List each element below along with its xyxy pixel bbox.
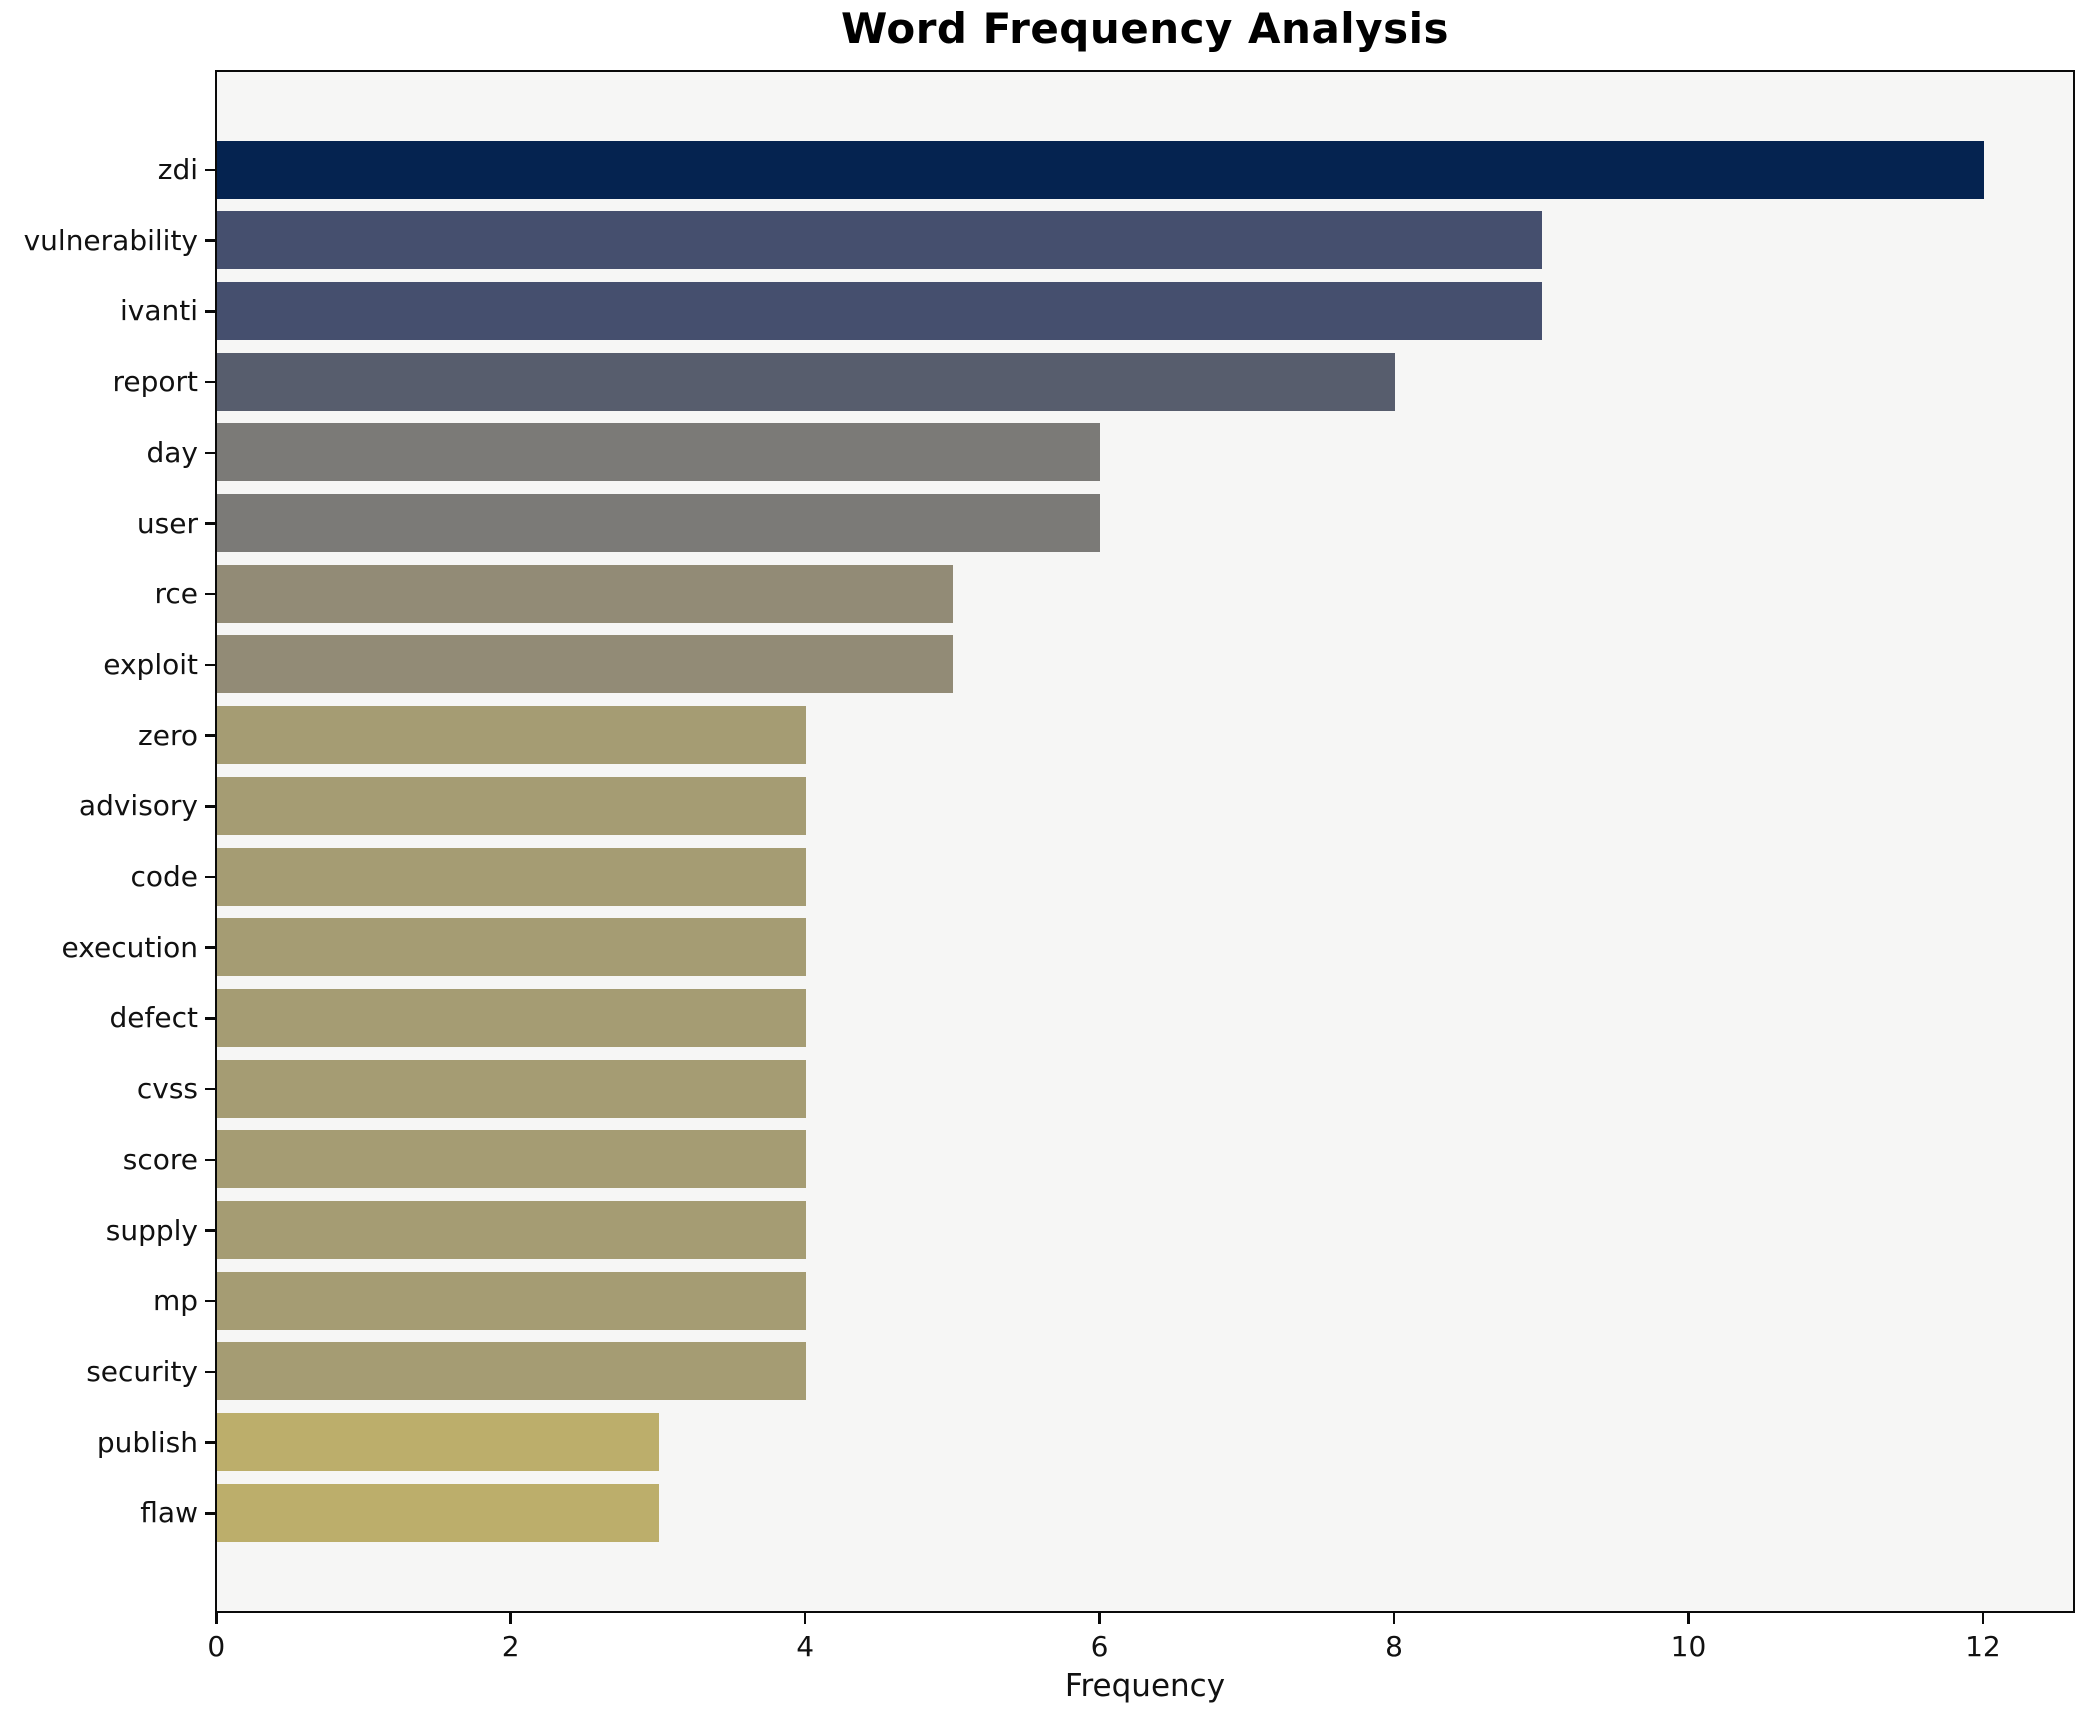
x-tick-label: 6 [1090, 1630, 1109, 1663]
y-tick-label: zdi [157, 153, 198, 186]
x-tick-label: 0 [207, 1630, 226, 1663]
bar-cvss [217, 1059, 806, 1118]
y-tick-label: zero [138, 718, 198, 752]
x-tick-mark [215, 1613, 218, 1624]
y-tick-mark [205, 1229, 215, 1232]
bar-flaw [217, 1483, 659, 1542]
y-tick-mark [205, 1512, 215, 1515]
chart-title: Word Frequency Analysis [841, 4, 1449, 53]
y-tick-label: vulnerability [23, 223, 198, 257]
y-tick-label: mp [152, 1284, 198, 1318]
bar-exploit [217, 635, 954, 694]
y-tick-label: score [122, 1142, 198, 1176]
x-tick-mark [1098, 1613, 1101, 1624]
y-tick-label: day [146, 435, 198, 469]
x-tick-label: 4 [796, 1630, 815, 1663]
bar-ivanti [217, 281, 1542, 340]
x-tick-label: 12 [1965, 1630, 2001, 1663]
bar-mp [217, 1271, 806, 1330]
y-tick-mark [205, 239, 215, 242]
y-tick-mark [205, 380, 215, 384]
y-tick-mark [205, 875, 215, 879]
bar-rce [217, 564, 954, 623]
y-tick-mark [205, 1017, 215, 1020]
x-tick-mark [803, 1613, 807, 1624]
y-tick-mark [205, 946, 215, 949]
y-tick-label: code [130, 860, 198, 893]
y-tick-label: supply [105, 1213, 198, 1247]
y-tick-label: publish [96, 1425, 198, 1459]
bar-defect [217, 988, 806, 1047]
y-tick-mark [205, 1158, 215, 1162]
y-tick-mark [205, 451, 215, 455]
y-tick-label: rce [154, 577, 198, 611]
bar-supply [217, 1201, 806, 1259]
x-tick-mark [509, 1613, 512, 1624]
y-tick-mark [205, 663, 215, 667]
x-tick-mark [1392, 1613, 1396, 1624]
plot-area [215, 70, 2075, 1613]
bar-security [217, 1342, 806, 1401]
bar-code [217, 847, 806, 906]
y-tick-label: report [112, 365, 198, 399]
bar-zero [217, 706, 806, 765]
y-tick-mark [205, 310, 215, 313]
x-tick-label: 10 [1670, 1630, 1707, 1663]
y-tick-label: defect [109, 1001, 198, 1035]
x-tick-mark [1687, 1613, 1690, 1624]
y-tick-mark [205, 1370, 215, 1374]
y-tick-label: cvss [136, 1072, 198, 1106]
y-tick-mark [205, 1299, 215, 1303]
y-tick-mark [205, 168, 215, 172]
y-tick-label: execution [61, 930, 198, 964]
x-axis-title: Frequency [1064, 1668, 1226, 1704]
bar-zdi [217, 140, 1984, 199]
bar-publish [217, 1413, 659, 1472]
y-tick-label: flaw [140, 1496, 198, 1530]
bar-vulnerability [217, 211, 1542, 270]
y-tick-label: security [86, 1354, 198, 1388]
bar-score [217, 1130, 806, 1189]
x-tick-mark [1981, 1613, 1985, 1624]
y-tick-mark [205, 522, 215, 525]
y-tick-label: advisory [78, 789, 198, 823]
bar-advisory [217, 776, 806, 835]
y-tick-label: ivanti [119, 294, 198, 328]
y-tick-mark [205, 592, 215, 596]
bar-report [217, 352, 1395, 411]
y-tick-mark [205, 805, 215, 808]
bar-user [217, 494, 1101, 552]
y-tick-mark [205, 734, 215, 737]
y-tick-mark [205, 1087, 215, 1091]
x-tick-label: 2 [501, 1630, 520, 1663]
x-tick-label: 8 [1385, 1630, 1403, 1663]
bar-day [217, 423, 1101, 482]
y-tick-label: exploit [103, 647, 198, 681]
bar-execution [217, 918, 806, 977]
y-tick-label: user [136, 506, 198, 540]
y-tick-mark [205, 1441, 215, 1444]
